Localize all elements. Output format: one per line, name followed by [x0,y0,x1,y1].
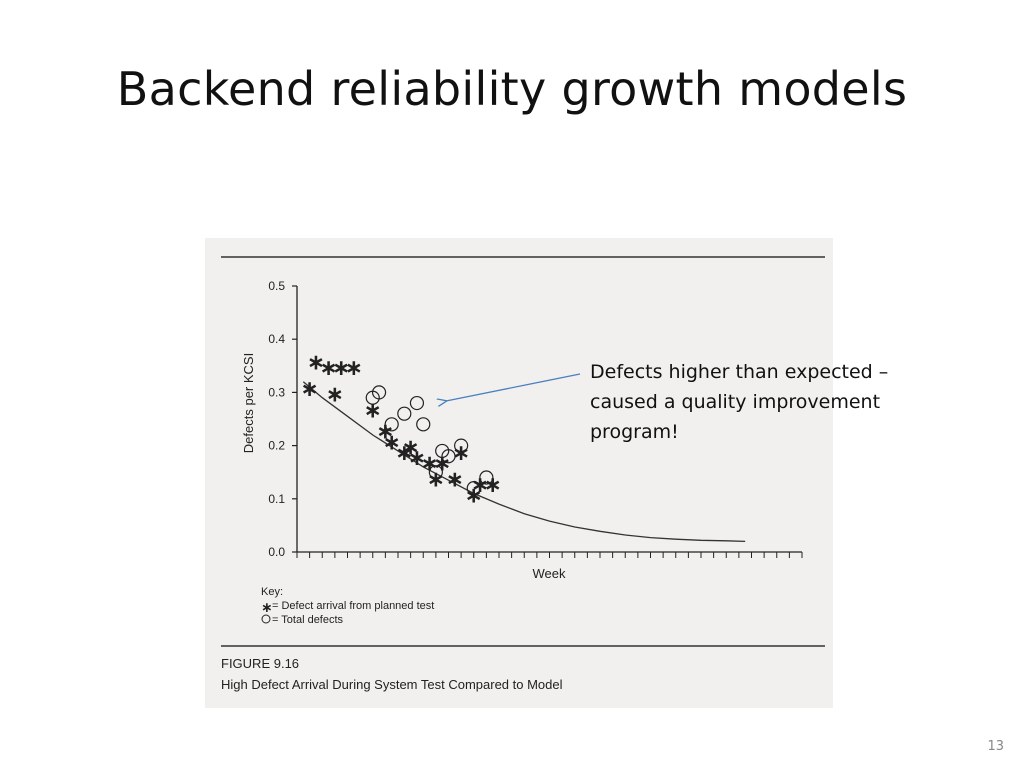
key-star-text: = Defect arrival from planned test [272,600,434,612]
data-marks: ∗∗∗∗∗∗∗∗∗∗∗∗∗∗∗∗∗∗∗∗ [300,350,502,508]
defect-arrival-point: ∗ [446,468,464,493]
defect-arrival-point: ∗ [483,473,501,498]
total-defects-point [454,438,469,453]
slide-title: Backend reliability growth models [116,62,908,116]
defect-arrival-point: ∗ [345,356,363,381]
defect-arrival-point: ∗ [408,446,426,471]
defect-arrival-point: ∗ [465,483,483,508]
total-defects-point [371,385,387,400]
figure-number: FIGURE 9.16 [221,656,299,671]
total-defects-point [441,449,456,464]
y-tick-label: 0.0 [268,545,285,559]
total-defects-point [397,406,412,421]
defect-arrival-point: ∗ [433,452,451,477]
total-defects-point [466,481,481,496]
defect-arrival-point: ∗ [395,441,413,466]
callout-text: Defects higher than expected – caused a … [590,361,889,443]
defect-chart: Defects per KCSI 0.0 0.1 0.2 0.3 0.4 0.5 Week… [221,256,825,692]
figure-caption: High Defect Arrival During System Test C… [221,677,563,692]
defect-arrival-point: ∗ [300,377,318,402]
defect-arrival-point: ∗ [420,452,438,477]
total-defects-point [384,417,399,432]
y-ticks: 0.0 0.1 0.2 0.3 0.4 0.5 [268,279,297,559]
total-defects-point [428,465,443,480]
y-tick-label: 0.3 [268,385,285,399]
defect-arrival-point: ∗ [319,356,337,381]
defect-arrival-point: ∗ [376,420,394,445]
x-axis-label: Week [533,566,566,581]
y-tick-label: 0.5 [268,279,285,293]
key-title: Key: [261,586,283,598]
defect-arrival-point: ∗ [332,356,350,381]
defect-arrival-point: ∗ [401,436,419,461]
defect-arrival-point: ∗ [452,441,470,466]
key-star-symbol: ∗ [261,600,273,616]
defect-arrival-point: ∗ [307,350,325,375]
y-tick-label: 0.4 [268,332,285,346]
key-circle-text: = Total defects [272,614,344,626]
y-tick-label: 0.1 [268,492,285,506]
y-axis-label: Defects per KCSI [241,353,256,453]
defect-arrival-point: ∗ [326,382,344,407]
y-tick-label: 0.2 [268,439,285,453]
x-ticks [296,552,803,558]
defect-arrival-point: ∗ [364,398,382,423]
total-defects-point [416,417,431,432]
slide-number: 13 [987,739,1004,754]
key-circle-symbol [261,614,271,624]
model-curve [302,381,746,543]
total-defects-point [409,395,425,411]
defect-arrival-point: ∗ [427,468,445,493]
total-defects-point [479,470,494,485]
scanned-figure: Defects per KCSI 0.0 0.1 0.2 0.3 0.4 0.5 Week… [205,238,833,708]
defect-arrival-point: ∗ [382,430,400,455]
